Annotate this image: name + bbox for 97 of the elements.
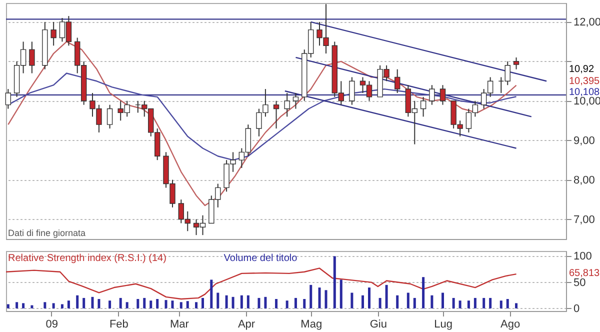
bar bbox=[6, 304, 10, 308]
bar bbox=[126, 302, 128, 308]
bar bbox=[67, 300, 70, 308]
bar bbox=[378, 298, 382, 308]
bar bbox=[294, 298, 297, 308]
bar bbox=[108, 300, 112, 308]
bar bbox=[44, 302, 46, 308]
bar bbox=[258, 298, 260, 308]
candlestick bbox=[429, 84, 435, 106]
bar bbox=[30, 305, 34, 308]
x-tick-label: Feb bbox=[109, 318, 128, 330]
text: 65,813 bbox=[569, 268, 600, 279]
bar bbox=[264, 296, 267, 308]
x-tick-label: 09 bbox=[46, 318, 58, 330]
bar bbox=[310, 284, 312, 308]
text: 10,92 bbox=[569, 64, 594, 75]
y-tick-label: 9,00 bbox=[574, 134, 595, 147]
candlestick bbox=[284, 92, 290, 118]
bar bbox=[16, 302, 18, 308]
bar bbox=[467, 300, 470, 308]
candlestick bbox=[50, 21, 56, 46]
bar bbox=[430, 295, 434, 308]
bar bbox=[318, 288, 321, 308]
bar bbox=[52, 303, 55, 308]
y-tick-label: 8,00 bbox=[574, 174, 595, 186]
series-label: Volume del titolo bbox=[224, 253, 298, 264]
bar bbox=[474, 298, 476, 308]
bar bbox=[186, 301, 189, 308]
y-tick-label: 100 bbox=[574, 250, 592, 263]
y-tick-label: 50 bbox=[574, 276, 586, 289]
bar bbox=[180, 302, 182, 308]
candlestick bbox=[349, 76, 355, 106]
y-tick-label: 7,00 bbox=[574, 214, 595, 226]
bar bbox=[240, 295, 243, 308]
bar bbox=[60, 304, 64, 308]
bar bbox=[442, 292, 444, 308]
bar bbox=[385, 284, 388, 308]
line-series bbox=[5, 268, 517, 300]
bar bbox=[210, 280, 213, 308]
bar bbox=[303, 299, 306, 308]
candlestick bbox=[29, 41, 35, 74]
x-tick-label: Lug bbox=[434, 318, 452, 330]
bar bbox=[164, 300, 168, 308]
candlestick bbox=[420, 96, 426, 118]
bar bbox=[422, 277, 425, 308]
bar bbox=[136, 299, 140, 308]
bar bbox=[143, 298, 146, 308]
bar bbox=[350, 292, 354, 308]
bar bbox=[156, 299, 159, 308]
candlestick bbox=[106, 104, 113, 129]
candlestick bbox=[440, 84, 446, 106]
bar bbox=[76, 295, 79, 308]
bar bbox=[324, 290, 328, 308]
series-label: Relative Strength index (R.S.I.) (14) bbox=[8, 253, 166, 264]
x-tick-label: Ago bbox=[500, 318, 520, 330]
x-tick-label: Mag bbox=[300, 318, 322, 330]
x-tick-label: Mar bbox=[170, 318, 190, 330]
candlestick bbox=[273, 100, 280, 129]
x-tick-label: Apr bbox=[238, 318, 256, 330]
y-tick-label: 0 bbox=[574, 302, 580, 315]
bar bbox=[515, 303, 518, 308]
bar bbox=[452, 298, 455, 308]
bar bbox=[216, 292, 220, 308]
bar bbox=[506, 299, 509, 308]
bar bbox=[119, 298, 122, 308]
bar bbox=[413, 298, 416, 308]
bar bbox=[225, 295, 228, 308]
x-tick-label: Giu bbox=[370, 318, 387, 330]
candlestick bbox=[394, 68, 400, 94]
bar bbox=[246, 295, 250, 308]
bar bbox=[340, 280, 342, 308]
bar bbox=[396, 295, 399, 308]
bar bbox=[458, 300, 462, 308]
bar bbox=[482, 298, 486, 308]
text: 10,395 bbox=[569, 76, 600, 87]
bar bbox=[22, 303, 25, 308]
bar bbox=[171, 300, 174, 308]
text: 10,108 bbox=[569, 87, 600, 98]
bar bbox=[202, 298, 204, 308]
bar bbox=[406, 292, 410, 308]
bar bbox=[91, 296, 94, 308]
bar bbox=[82, 298, 86, 308]
candlestick bbox=[5, 88, 12, 110]
bar bbox=[286, 300, 288, 308]
bar bbox=[500, 300, 502, 308]
bar bbox=[362, 295, 364, 308]
annotation: Dati di fine giornata bbox=[8, 228, 86, 238]
candlestick bbox=[513, 56, 520, 70]
bar bbox=[489, 298, 492, 308]
candlestick bbox=[292, 92, 299, 110]
bar bbox=[98, 299, 100, 308]
bar bbox=[368, 288, 370, 308]
bar bbox=[275, 299, 278, 308]
bar bbox=[150, 300, 152, 308]
bar bbox=[333, 256, 336, 308]
bar bbox=[232, 296, 234, 308]
bar bbox=[195, 302, 198, 308]
